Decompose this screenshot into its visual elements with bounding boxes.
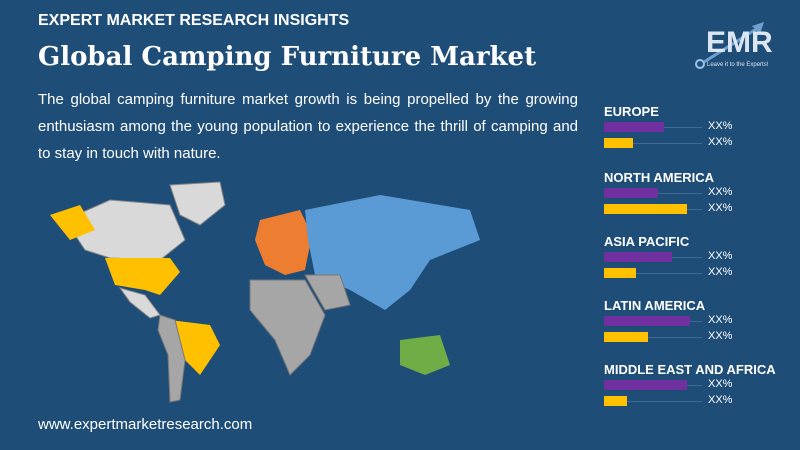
map-africa bbox=[249, 279, 326, 376]
map-south-america bbox=[157, 314, 186, 403]
map-usa bbox=[105, 258, 180, 295]
bar-track bbox=[604, 143, 702, 144]
bar-label: XX% bbox=[708, 136, 733, 148]
bar-row: XX% bbox=[604, 330, 794, 346]
bar-purple bbox=[604, 380, 688, 390]
website-url[interactable]: www.expertmarketresearch.com bbox=[38, 416, 253, 433]
bar-track bbox=[604, 337, 702, 338]
bar-purple bbox=[604, 316, 691, 326]
arrow-icon bbox=[695, 22, 764, 69]
bar-label: XX% bbox=[708, 202, 733, 214]
map-greenland bbox=[169, 181, 226, 226]
description: The global camping furniture market grow… bbox=[38, 91, 578, 162]
bar-row: XX% bbox=[604, 394, 794, 410]
region-north-america: NORTH AMERICA XX% XX% bbox=[604, 170, 794, 218]
bar-track bbox=[604, 401, 702, 402]
map-middle-east bbox=[304, 274, 351, 311]
bar-label: XX% bbox=[708, 314, 733, 326]
bar-yellow bbox=[604, 204, 688, 214]
bar-purple bbox=[604, 188, 658, 198]
region-name: ASIA PACIFIC bbox=[604, 234, 690, 249]
bar-row: XX% bbox=[604, 120, 794, 136]
bar-purple bbox=[604, 252, 672, 262]
bar-yellow bbox=[604, 138, 634, 148]
bar-row: XX% bbox=[604, 378, 794, 394]
map-europe bbox=[255, 210, 312, 275]
bar-label: XX% bbox=[708, 250, 733, 262]
map-alaska bbox=[50, 205, 95, 240]
region-middle-east-and-africa: MIDDLE EAST AND AFRICA XX% XX% bbox=[604, 362, 794, 410]
page-title: Global Camping Furniture Market bbox=[38, 42, 537, 72]
region-name: EUROPE bbox=[604, 104, 659, 119]
bar-yellow bbox=[604, 268, 637, 278]
bar-label: XX% bbox=[708, 266, 733, 278]
region-latin-america: LATIN AMERICA XX% XX% bbox=[604, 298, 794, 346]
bar-yellow bbox=[604, 396, 627, 406]
bar-label: XX% bbox=[708, 120, 733, 132]
map-canada bbox=[64, 199, 186, 261]
bar-label: XX% bbox=[708, 394, 733, 406]
bar-row: XX% bbox=[604, 186, 794, 202]
region-asia-pacific: ASIA PACIFIC XX% XX% bbox=[604, 234, 794, 282]
logo-tagline: Leave it to the Experts! bbox=[707, 62, 769, 68]
bar-purple bbox=[604, 122, 664, 132]
kicker: EXPERT MARKET RESEARCH INSIGHTS bbox=[38, 12, 350, 29]
bar-label: XX% bbox=[708, 330, 733, 342]
bar-row: XX% bbox=[604, 250, 794, 266]
logo-text: EMR bbox=[706, 26, 773, 59]
world-map bbox=[50, 181, 480, 403]
bar-yellow bbox=[604, 332, 649, 342]
map-russia-asia bbox=[305, 195, 480, 310]
region-name: MIDDLE EAST AND AFRICA bbox=[604, 362, 776, 377]
map-brazil bbox=[170, 320, 220, 375]
region-europe: EUROPE XX% XX% bbox=[604, 104, 794, 152]
bar-row: XX% bbox=[604, 314, 794, 330]
bar-label: XX% bbox=[708, 186, 733, 198]
bar-track bbox=[604, 273, 702, 274]
emr-logo: EMR Leave it to the Experts! bbox=[690, 20, 790, 70]
bar-row: XX% bbox=[604, 266, 794, 282]
map-central-america bbox=[118, 287, 161, 319]
bar-row: XX% bbox=[604, 202, 794, 218]
region-name: NORTH AMERICA bbox=[604, 170, 715, 185]
map-australia bbox=[400, 335, 450, 375]
region-name: LATIN AMERICA bbox=[604, 298, 706, 313]
bar-row: XX% bbox=[604, 136, 794, 152]
bar-label: XX% bbox=[708, 378, 733, 390]
